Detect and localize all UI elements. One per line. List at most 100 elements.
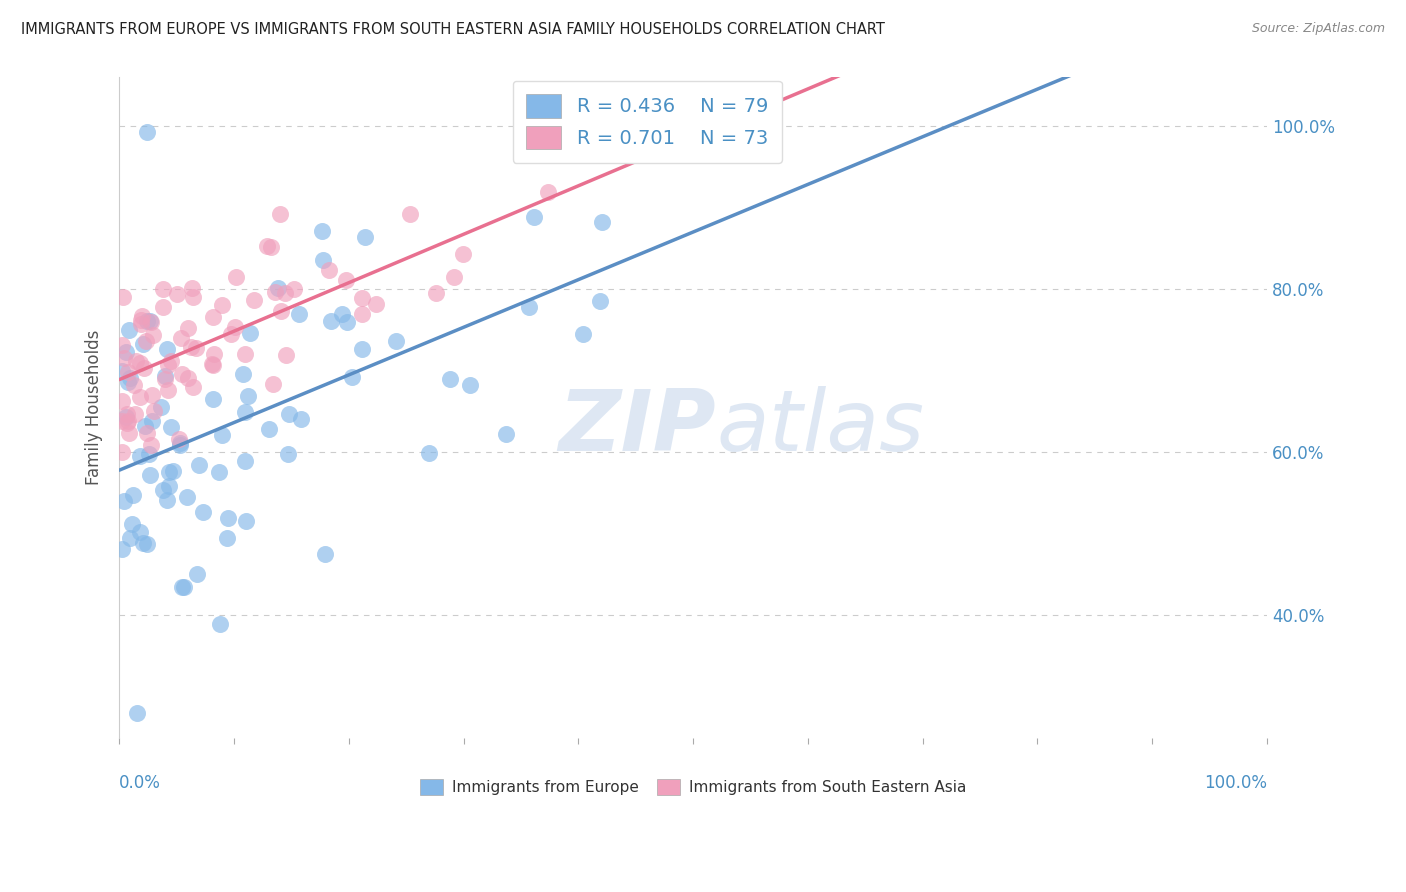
Point bbox=[350, 291, 373, 305]
Point bbox=[399, 207, 422, 221]
Point bbox=[332, 307, 354, 321]
Point bbox=[136, 536, 159, 550]
Point bbox=[152, 300, 174, 314]
Point bbox=[352, 307, 374, 321]
Point bbox=[336, 315, 359, 329]
Point bbox=[162, 464, 184, 478]
Point bbox=[156, 358, 179, 372]
Point bbox=[169, 436, 191, 450]
Point bbox=[139, 467, 162, 482]
Point bbox=[319, 313, 342, 327]
Point bbox=[267, 281, 290, 295]
Point bbox=[159, 419, 181, 434]
Point bbox=[157, 479, 180, 493]
Text: 0.0%: 0.0% bbox=[120, 774, 162, 792]
Point bbox=[139, 437, 162, 451]
Point bbox=[115, 407, 138, 421]
Point bbox=[273, 286, 295, 301]
Point bbox=[160, 354, 183, 368]
Point bbox=[186, 567, 208, 582]
Point bbox=[209, 616, 232, 631]
Point bbox=[181, 281, 204, 295]
Point bbox=[290, 412, 312, 426]
Point bbox=[215, 531, 238, 545]
Point bbox=[202, 310, 225, 324]
Point bbox=[156, 342, 179, 356]
Text: atlas: atlas bbox=[716, 386, 924, 469]
Point bbox=[180, 340, 202, 354]
Point bbox=[155, 371, 177, 385]
Point bbox=[129, 312, 152, 326]
Point bbox=[208, 465, 231, 479]
Point bbox=[117, 413, 139, 427]
Point bbox=[156, 492, 179, 507]
Point bbox=[335, 273, 357, 287]
Point bbox=[201, 357, 224, 371]
Point bbox=[274, 348, 297, 362]
Point bbox=[110, 337, 132, 351]
Legend: Immigrants from Europe, Immigrants from South Eastern Asia: Immigrants from Europe, Immigrants from … bbox=[412, 772, 974, 803]
Point bbox=[225, 269, 247, 284]
Point bbox=[170, 367, 193, 381]
Text: ZIP: ZIP bbox=[558, 386, 716, 469]
Point bbox=[138, 447, 160, 461]
Point bbox=[112, 494, 135, 508]
Point bbox=[233, 405, 256, 419]
Point bbox=[166, 286, 188, 301]
Point bbox=[129, 390, 152, 404]
Point bbox=[340, 370, 363, 384]
Text: Source: ZipAtlas.com: Source: ZipAtlas.com bbox=[1251, 22, 1385, 36]
Point bbox=[112, 291, 135, 305]
Point bbox=[122, 378, 145, 392]
Point bbox=[136, 425, 159, 440]
Point bbox=[460, 378, 482, 392]
Point bbox=[153, 368, 176, 383]
Point bbox=[591, 215, 613, 229]
Point bbox=[217, 510, 239, 524]
Point bbox=[385, 334, 408, 348]
Point bbox=[117, 365, 139, 379]
Point bbox=[235, 514, 257, 528]
Point bbox=[131, 309, 153, 323]
Point bbox=[134, 418, 156, 433]
Point bbox=[184, 341, 207, 355]
Point bbox=[157, 465, 180, 479]
Point bbox=[118, 531, 141, 545]
Point bbox=[211, 298, 233, 312]
Point bbox=[233, 454, 256, 468]
Point bbox=[135, 334, 157, 348]
Point bbox=[224, 319, 246, 334]
Point bbox=[256, 239, 278, 253]
Point bbox=[202, 347, 225, 361]
Point bbox=[115, 416, 138, 430]
Point bbox=[169, 438, 191, 452]
Point bbox=[176, 490, 198, 504]
Point bbox=[117, 323, 139, 337]
Point bbox=[114, 409, 136, 424]
Text: IMMIGRANTS FROM EUROPE VS IMMIGRANTS FROM SOUTH EASTERN ASIA FAMILY HOUSEHOLDS C: IMMIGRANTS FROM EUROPE VS IMMIGRANTS FRO… bbox=[21, 22, 884, 37]
Point bbox=[183, 379, 205, 393]
Point bbox=[112, 351, 135, 365]
Point bbox=[170, 331, 193, 345]
Point bbox=[211, 428, 233, 442]
Point bbox=[262, 377, 284, 392]
Text: 100.0%: 100.0% bbox=[1204, 774, 1267, 792]
Point bbox=[704, 120, 727, 134]
Point bbox=[173, 580, 195, 594]
Point bbox=[314, 548, 336, 562]
Point bbox=[111, 364, 134, 378]
Point bbox=[135, 125, 157, 139]
Point bbox=[172, 580, 194, 594]
Point bbox=[110, 393, 132, 408]
Point bbox=[270, 304, 292, 318]
Point bbox=[139, 316, 162, 330]
Point bbox=[495, 427, 517, 442]
Point bbox=[318, 262, 340, 277]
Point bbox=[131, 336, 153, 351]
Point bbox=[121, 516, 143, 531]
Point bbox=[131, 536, 153, 550]
Point bbox=[260, 240, 283, 254]
Point bbox=[129, 449, 152, 463]
Point bbox=[142, 404, 165, 418]
Point bbox=[453, 246, 475, 260]
